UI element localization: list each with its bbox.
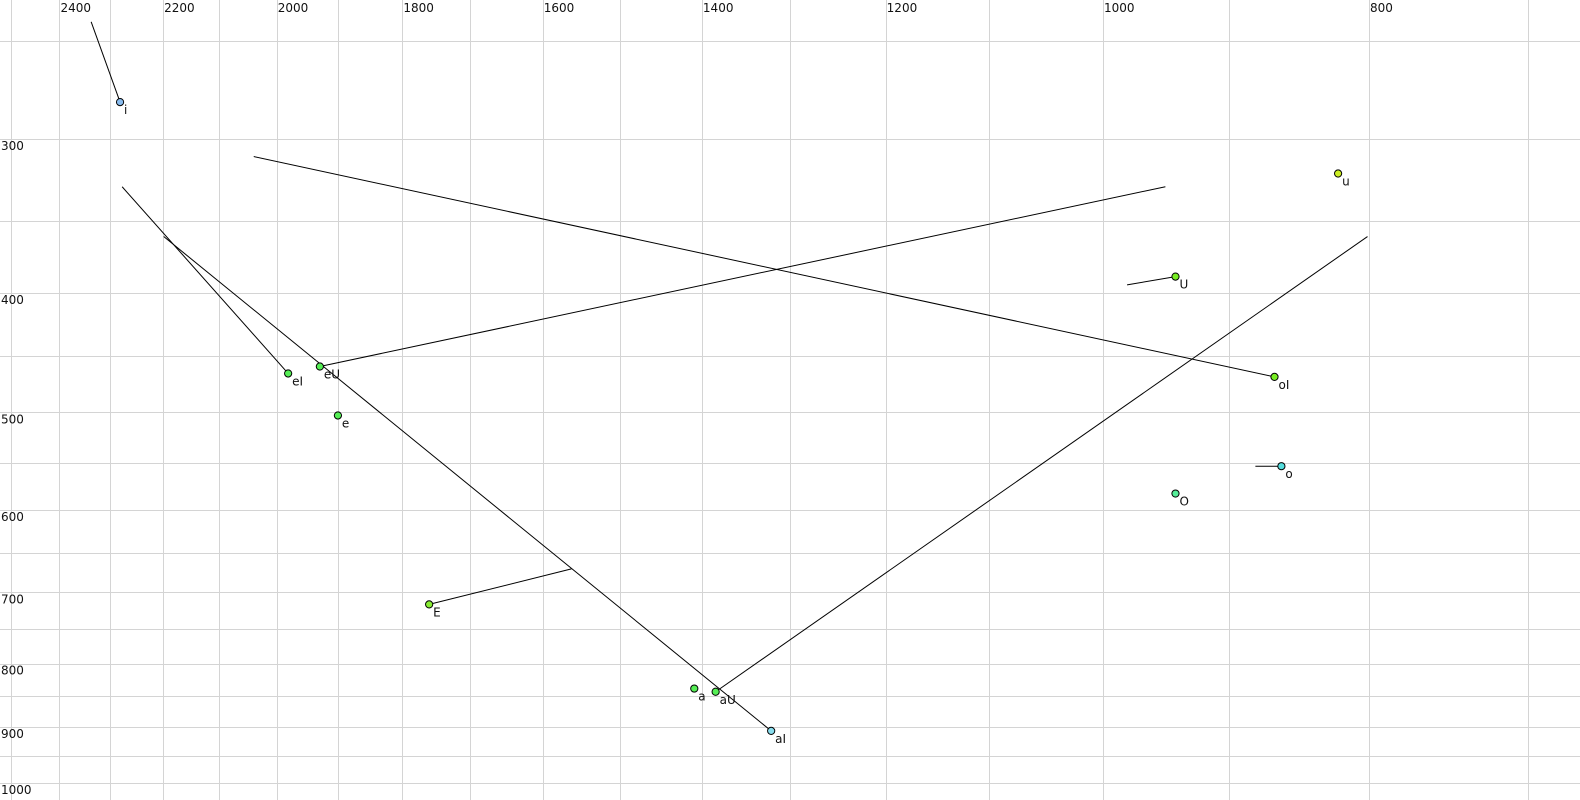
- point-label: e: [342, 416, 349, 430]
- point-O: [1171, 489, 1180, 498]
- vowel-points: i eI eU e Ea aU aI Uu oI o O: [115, 97, 1350, 746]
- x-tick-label: 1200: [887, 1, 918, 15]
- point-label: eU: [324, 368, 340, 382]
- point-label: aU: [720, 693, 736, 707]
- trajectory-eU: [319, 186, 1166, 368]
- y-tick-label: 800: [1, 664, 24, 678]
- y-tick-label: 900: [1, 727, 24, 741]
- y-tick-label: 500: [1, 412, 24, 426]
- point-aI: [767, 726, 776, 736]
- point-E: [425, 600, 434, 609]
- point-label: aI: [775, 732, 786, 746]
- point-label: u: [1342, 175, 1350, 189]
- point-i: [115, 97, 125, 107]
- x-axis-ticks: 2400 2200 2000 1800 1600 1400 1200 1000 800: [60, 1, 1392, 15]
- trajectory-eI: [121, 186, 289, 374]
- x-tick-label: 1400: [703, 1, 734, 15]
- x-tick-label: 1600: [544, 1, 575, 15]
- x-tick-label: 2400: [60, 1, 91, 15]
- y-tick-label: 300: [1, 139, 24, 153]
- trajectory-aU: [715, 236, 1368, 693]
- point-label: i: [124, 103, 127, 117]
- trajectory-U: [1126, 276, 1176, 286]
- x-tick-label: 1800: [403, 1, 434, 15]
- point-u: [1334, 169, 1343, 178]
- y-tick-label: 700: [1, 592, 24, 606]
- trajectory-i: [90, 21, 121, 103]
- trajectory-E: [429, 568, 572, 605]
- point-label: o: [1285, 467, 1292, 481]
- y-tick-label: 1000: [1, 783, 32, 797]
- point-eI: [284, 369, 293, 378]
- point-label: U: [1179, 278, 1188, 292]
- point-a: [690, 684, 699, 693]
- x-tick-label: 2000: [278, 1, 309, 15]
- trajectory-aI: [163, 236, 772, 732]
- trajectories: [90, 21, 1368, 732]
- point-label: a: [698, 690, 705, 704]
- y-axis-ticks: 300 400 500 600 700 800 900 1000: [1, 139, 32, 797]
- point-aU: [711, 687, 720, 696]
- trajectory-oI: [253, 156, 1275, 378]
- point-e: [333, 411, 343, 420]
- point-label: O: [1179, 495, 1188, 509]
- point-eU: [315, 362, 324, 371]
- x-tick-label: 1000: [1104, 1, 1135, 15]
- point-label: E: [433, 605, 441, 619]
- point-o: [1277, 462, 1286, 471]
- y-tick-label: 600: [1, 510, 24, 524]
- point-label: oI: [1278, 378, 1289, 392]
- x-tick-label: 2200: [164, 1, 195, 15]
- y-tick-label: 400: [1, 293, 24, 307]
- x-tick-label: 800: [1370, 1, 1393, 15]
- point-U: [1171, 272, 1180, 281]
- point-label: eI: [292, 374, 303, 388]
- point-oI: [1270, 372, 1279, 382]
